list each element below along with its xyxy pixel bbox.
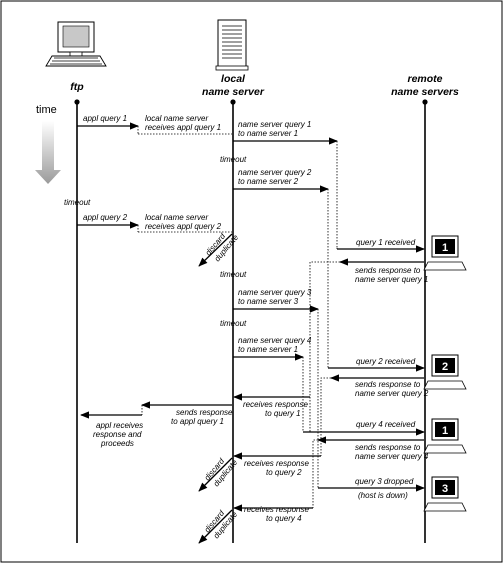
svg-text:name server query 1: name server query 1 [238, 120, 311, 129]
timeout-ftp: timeout [64, 198, 91, 207]
appl-receives-note: appl receives response and proceeds [93, 421, 143, 448]
message-ns-query-2: name server query 2 to name server 2 [233, 168, 329, 368]
message-appl-query-2: appl query 2 local name server receives … [77, 213, 232, 233]
server-number-2: 2 [442, 361, 448, 373]
svg-text:to name server 2: to name server 2 [238, 177, 299, 186]
svg-text:receives response: receives response [244, 459, 309, 468]
local-label-line2: name server [202, 86, 265, 98]
svg-text:receives appl query 1: receives appl query 1 [145, 123, 221, 132]
server-number-3: 3 [442, 483, 448, 495]
message-sends-response-1: sends response to name server query 1 [309, 258, 428, 432]
svg-text:(host is down): (host is down) [358, 491, 408, 500]
timeout-local-1: timeout [220, 155, 247, 164]
svg-text:response and: response and [93, 430, 142, 439]
timeout-local-3: timeout [220, 319, 247, 328]
svg-text:sends response to: sends response to [355, 443, 421, 452]
message-query-1-received: query 1 received [336, 238, 425, 253]
time-arrow [35, 121, 61, 184]
message-query-2-received: query 2 received [328, 357, 425, 372]
message-appl-query-1: appl query 1 local name server receives … [77, 114, 232, 135]
message-sends-response-appl: sends response to appl query 1 [80, 401, 233, 426]
svg-text:name server query 3: name server query 3 [238, 288, 312, 297]
svg-text:to appl query 1: to appl query 1 [171, 417, 224, 426]
message-query-3-dropped: query 3 dropped (host is down) [318, 477, 425, 500]
timeout-local-2: timeout [220, 270, 247, 279]
message-sends-response-2: sends response to name server query 2 [320, 374, 429, 455]
svg-text:name server query 1: name server query 1 [355, 275, 428, 284]
ftp-label: ftp [70, 81, 84, 93]
terminal-icon: 1 [423, 418, 467, 454]
message-query-4-received: query 4 received [303, 420, 425, 436]
svg-text:appl query 2: appl query 2 [83, 213, 128, 222]
message-receives-response-q4: receives response to query 4 [233, 504, 313, 523]
svg-text:proceeds: proceeds [100, 439, 134, 448]
remote-label-line1: remote [407, 73, 442, 85]
svg-text:name server query 4: name server query 4 [238, 336, 312, 345]
svg-text:name server query 4: name server query 4 [355, 452, 429, 461]
svg-text:name server query 2: name server query 2 [238, 168, 312, 177]
server-number-1: 1 [442, 242, 448, 254]
svg-text:receives response: receives response [243, 400, 308, 409]
local-label-line1: local [221, 73, 246, 85]
svg-text:sends response: sends response [176, 408, 233, 417]
message-receives-response-q2: receives response to query 2 [233, 452, 322, 477]
svg-text:to name server 1: to name server 1 [238, 129, 298, 138]
server-number-1b: 1 [442, 425, 448, 437]
message-receives-response-q1: receives response to query 1 [233, 393, 310, 418]
message-ns-query-4: name server query 4 to name server 1 [233, 336, 312, 432]
svg-text:appl receives: appl receives [96, 421, 143, 430]
svg-text:receives response: receives response [244, 505, 309, 514]
message-ns-query-1: name server query 1 to name server 1 [233, 120, 338, 248]
svg-text:query 3 dropped: query 3 dropped [355, 477, 414, 486]
svg-text:sends response to: sends response to [355, 380, 421, 389]
svg-text:local name server: local name server [145, 213, 208, 222]
svg-text:sends response to: sends response to [355, 266, 421, 275]
message-ns-query-3: name server query 3 to name server 3 [233, 288, 319, 488]
desktop-computer-icon [45, 21, 107, 67]
time-label: time [36, 104, 57, 116]
svg-text:local name server: local name server [145, 114, 208, 123]
svg-text:query 4 received: query 4 received [356, 420, 416, 429]
svg-text:to name server 3: to name server 3 [238, 297, 299, 306]
svg-text:to query 2: to query 2 [266, 468, 302, 477]
svg-text:to name server 1: to name server 1 [238, 345, 298, 354]
terminal-icon: 1 [423, 235, 467, 271]
remote-label-line2: name servers [391, 86, 459, 98]
discard-duplicate-1: discard duplicate [198, 231, 240, 267]
svg-text:name server query 2: name server query 2 [355, 389, 429, 398]
svg-text:to query 1: to query 1 [265, 409, 301, 418]
svg-text:to query 4: to query 4 [266, 514, 302, 523]
svg-text:appl query 1: appl query 1 [83, 114, 127, 123]
svg-text:query 1 received: query 1 received [356, 238, 416, 247]
svg-text:receives appl query 2: receives appl query 2 [145, 222, 222, 231]
svg-text:query 2 received: query 2 received [356, 357, 416, 366]
message-sends-response-4: sends response to name server query 4 [312, 436, 429, 508]
server-tower-icon [215, 19, 249, 71]
terminal-icon: 2 [423, 354, 467, 390]
terminal-icon: 3 [423, 476, 467, 512]
